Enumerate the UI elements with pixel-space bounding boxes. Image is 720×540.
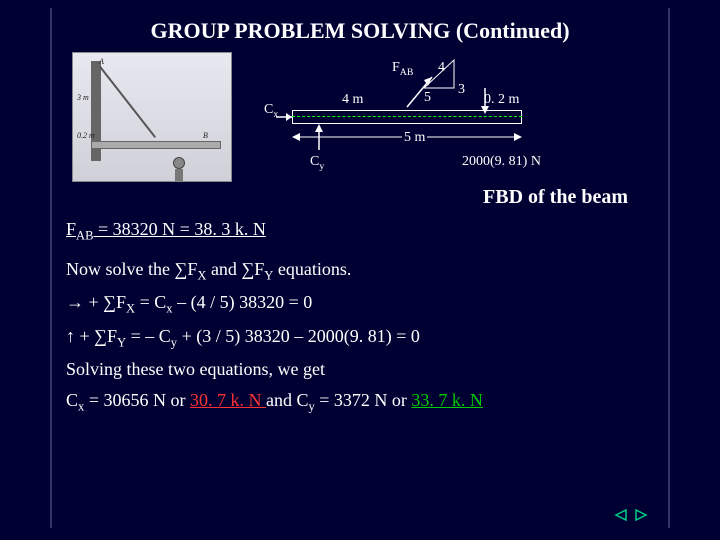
figure-area: A B 3 m 0.2 m FAB 4 5 3 Cx: [72, 52, 658, 182]
next-button[interactable]: [632, 508, 650, 522]
label-02m: 0.2 m: [77, 131, 95, 140]
line-results: Cx = 30656 N or 30. 7 k. N and Cy = 3372…: [66, 388, 654, 416]
problem-image: A B 3 m 0.2 m: [72, 52, 232, 182]
triangle-left-icon: [614, 509, 628, 521]
l3a: → + ∑F: [66, 292, 126, 312]
l2c: and: [206, 259, 241, 279]
load-label: 2000(9. 81) N: [462, 154, 541, 170]
beam-centerline: [292, 116, 522, 117]
cy-sub: y: [319, 161, 324, 172]
l3b: = C: [135, 292, 166, 312]
l1c: 38320 N = 38. 3 k. N: [113, 219, 266, 239]
l1asub: AB: [76, 229, 94, 243]
tri-5: 5: [424, 90, 431, 106]
cy-arrow-icon: [312, 124, 326, 154]
l3as: X: [126, 302, 135, 316]
line-solve-intro: Now solve the ∑FX and ∑FY equations.: [66, 257, 654, 285]
line-fx-eq: → + ∑FX = Cx – (4 / 5) 38320 = 0: [66, 290, 654, 318]
l2e: equations.: [273, 259, 351, 279]
l4as: Y: [117, 335, 126, 349]
len-5m: 5 m: [402, 130, 427, 146]
l1b: =: [94, 219, 113, 239]
l6d: and C: [266, 390, 309, 410]
slide-frame: GROUP PROBLEM SOLVING (Continued) A B 3 …: [50, 8, 670, 528]
l6c: 30. 7 k. N: [190, 390, 266, 410]
line-fab-result: FAB = 38320 N = 38. 3 k. N: [66, 217, 654, 245]
label-3m: 3 m: [77, 93, 89, 102]
l2b: ∑F: [174, 259, 197, 279]
cy-text: C: [310, 154, 319, 169]
line-fy-eq: ↑ + ∑FY = – Cy + (3 / 5) 38320 – 2000(9.…: [66, 324, 654, 352]
l2a: Now solve the: [66, 259, 174, 279]
line-solving: Solving these two equations, we get: [66, 357, 654, 381]
triangle-right-icon: [634, 509, 648, 521]
l3c: – (4 / 5) 38320 = 0: [173, 292, 313, 312]
l1a: F: [66, 219, 76, 239]
l4c: + (3 / 5) 38320 – 2000(9. 81) = 0: [177, 326, 420, 346]
label-b: B: [203, 131, 208, 140]
cable-shape: [99, 66, 156, 138]
nav-buttons: [612, 508, 650, 522]
tri-3: 3: [458, 82, 465, 98]
l4b: = – C: [126, 326, 171, 346]
pulley-shape: [173, 157, 185, 169]
len-4m: 4 m: [342, 92, 363, 108]
cy-label: Cy: [310, 154, 324, 172]
l2d: ∑F: [241, 259, 264, 279]
prev-button[interactable]: [612, 508, 630, 522]
label-a: A: [99, 57, 104, 66]
load-arrow-icon: [478, 88, 492, 114]
fbd-diagram: FAB 4 5 3 Cx 4 m 0. 2 m: [262, 52, 562, 182]
beam-shape: [91, 141, 221, 149]
l6a: C: [66, 390, 78, 410]
l6b: = 30656 N or: [84, 390, 190, 410]
fab-text: F: [392, 60, 400, 75]
weight-shape: [175, 169, 183, 181]
fbd-title: FBD of the beam: [62, 186, 628, 209]
l4a: ↑ + ∑F: [66, 326, 117, 346]
cx-text: C: [264, 102, 273, 117]
l6f: 33. 7 k. N: [411, 390, 483, 410]
slide-title: GROUP PROBLEM SOLVING (Continued): [62, 18, 658, 44]
l6e: = 3372 N or: [315, 390, 412, 410]
tri-4: 4: [438, 60, 445, 76]
